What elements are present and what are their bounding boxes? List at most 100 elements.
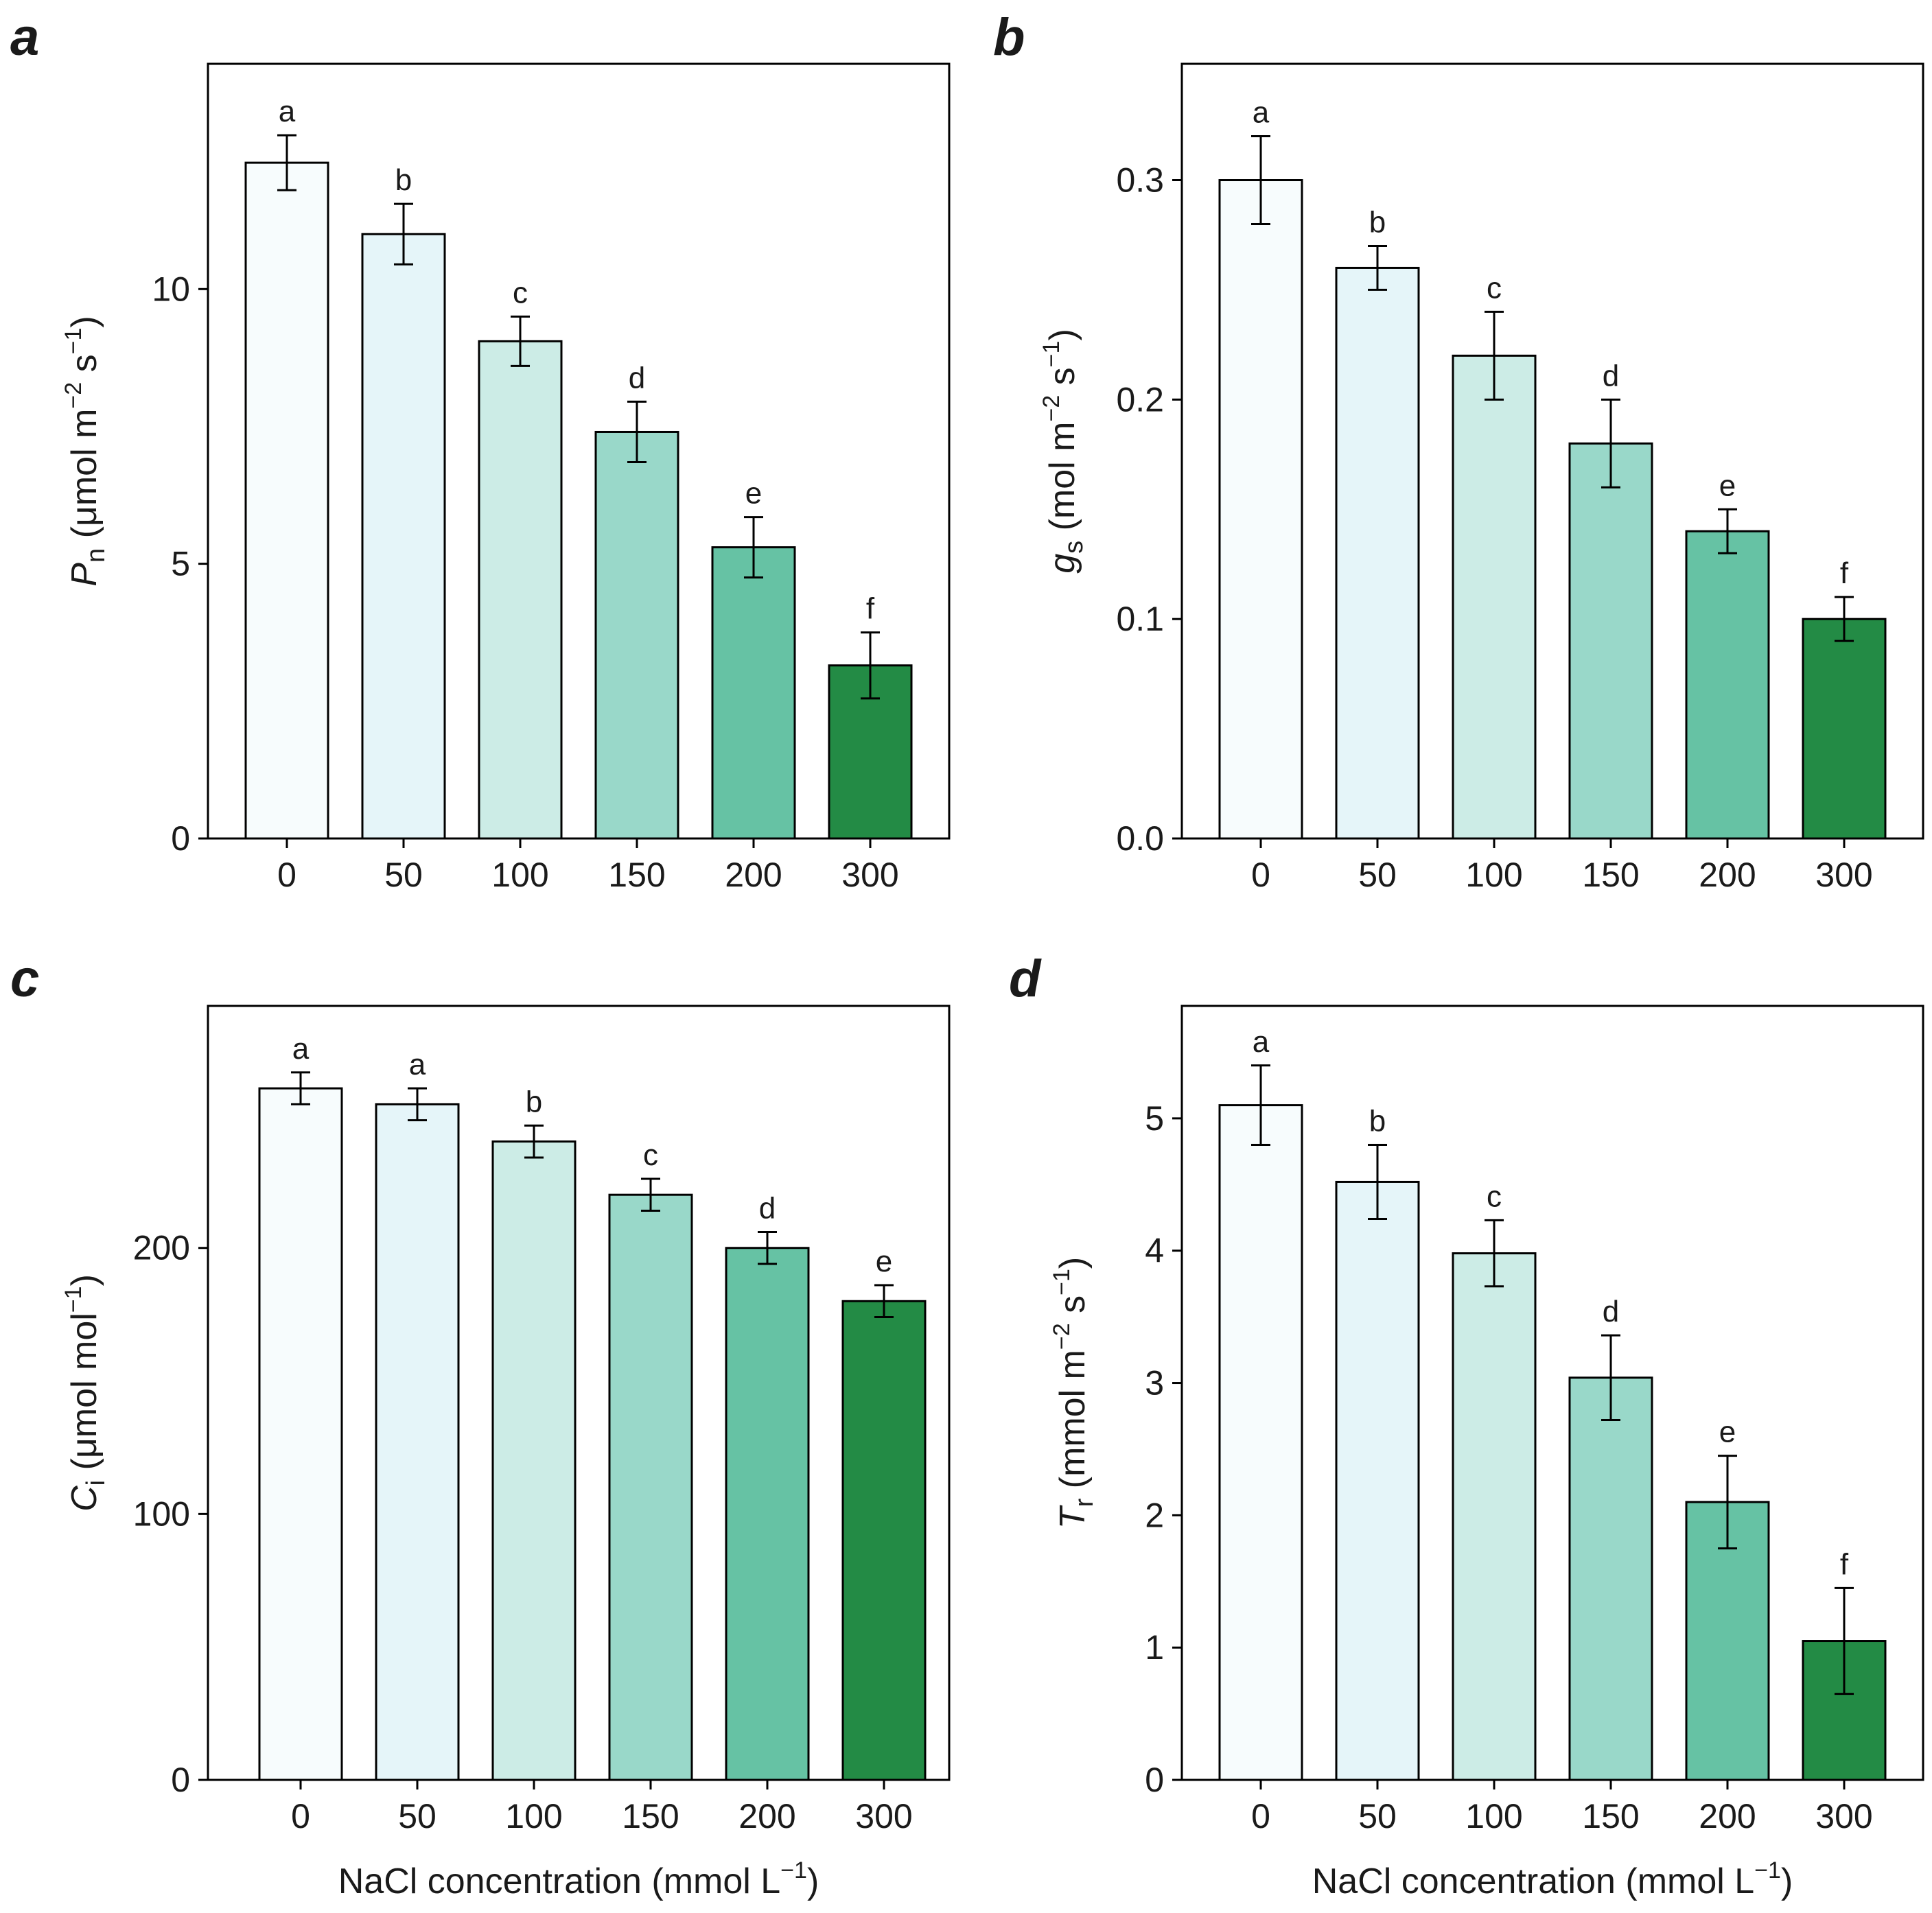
bar-c-150: [608, 1193, 693, 1781]
bar-d-150: [1568, 1376, 1653, 1781]
sig-label-b-300: f: [1840, 556, 1849, 590]
bar-d-50: [1335, 1180, 1420, 1781]
bar-c-300: [841, 1300, 927, 1781]
x-tick-label-b-50: 50: [1358, 856, 1397, 894]
y-axis-symbol-c: C: [65, 1486, 104, 1512]
y-tick-label-d-0: 0: [1145, 1761, 1164, 1799]
bar-d-0: [1218, 1104, 1303, 1781]
y-tick-label-a-2: 10: [152, 270, 190, 308]
sig-label-c-100: b: [526, 1085, 542, 1118]
bar-d-100: [1452, 1252, 1537, 1781]
y-axis-unit-mid-a: s: [65, 354, 104, 382]
sig-label-d-150: d: [1603, 1295, 1619, 1328]
x-tick-label-a-200: 200: [725, 856, 782, 894]
x-axis-title-sup-d: −1: [1754, 1857, 1781, 1883]
x-tick-label-b-150: 150: [1582, 856, 1639, 894]
x-tick-label-a-0: 0: [277, 856, 296, 894]
y-axis-sup1-c: −1: [60, 1286, 86, 1313]
x-tick-label-a-50: 50: [384, 856, 423, 894]
y-axis-sup1-d: −2: [1049, 1323, 1075, 1350]
y-axis-unit-b: (mol m: [1043, 422, 1082, 541]
bar-a-50: [361, 233, 446, 840]
x-tick-label-c-200: 200: [738, 1797, 795, 1835]
y-tick-label-d-4: 4: [1145, 1232, 1164, 1270]
x-tick-label-b-100: 100: [1465, 856, 1522, 894]
sig-label-b-150: d: [1603, 359, 1619, 392]
x-tick-label-c-0: 0: [291, 1797, 310, 1835]
y-tick-label-b-3: 0.3: [1116, 161, 1164, 200]
y-tick-label-c-0: 0: [171, 1761, 190, 1799]
x-axis-title-tail-d: ): [1781, 1862, 1793, 1901]
x-axis-title-text-d: NaCl concentration (mmol L: [1312, 1862, 1754, 1901]
sig-label-b-50: b: [1369, 205, 1386, 239]
y-axis-title-c: Ci (μmol mol−1): [60, 1274, 110, 1512]
sig-label-b-0: a: [1253, 96, 1270, 130]
sig-label-d-100: c: [1487, 1180, 1502, 1213]
panel-letter-c: c: [10, 950, 39, 1008]
x-axis-title-c: NaCl concentration (mmol L−1): [338, 1857, 819, 1901]
plot-frame-c: [207, 1005, 951, 1781]
y-axis-subscript-a: n: [82, 548, 110, 563]
x-tick-label-a-300: 300: [841, 856, 898, 894]
bar-c-50: [375, 1103, 460, 1781]
y-axis-sup1-b: −2: [1038, 395, 1064, 422]
y-tick-label-d-1: 1: [1145, 1628, 1164, 1667]
sig-label-d-200: e: [1719, 1416, 1736, 1449]
bar-b-50: [1335, 266, 1420, 840]
x-tick-label-c-300: 300: [855, 1797, 912, 1835]
panel-letter-d: d: [1009, 950, 1042, 1008]
x-tick-label-c-50: 50: [398, 1797, 437, 1835]
y-axis-subscript-c: i: [82, 1480, 110, 1486]
y-axis-tail-d: ): [1053, 1257, 1093, 1269]
y-tick-label-d-3: 3: [1145, 1364, 1164, 1403]
y-tick-label-b-2: 0.2: [1116, 380, 1164, 419]
bar-b-200: [1685, 530, 1770, 840]
sig-label-c-300: e: [876, 1245, 892, 1278]
panel-c: c a 0 a 50 b 100 c 150 d 200 e 300 0 100 200 Ci (μmol mo…: [10, 950, 951, 1901]
bar-c-200: [725, 1247, 810, 1781]
panel-d: d a 0 b 50 c 100 d 150 e 200 f 300 0 1 2 3 4 5 Tr (mmol m−2…: [1009, 950, 1924, 1901]
y-axis-symbol-d: T: [1053, 1505, 1093, 1529]
panel-letter-a: a: [10, 8, 39, 67]
plot-frame-a: [207, 62, 951, 840]
x-tick-label-d-0: 0: [1251, 1797, 1270, 1835]
bar-b-0: [1218, 179, 1303, 840]
bar-c-0: [258, 1087, 343, 1781]
y-axis-tail-b: ): [1043, 329, 1082, 340]
y-axis-tail-a: ): [65, 316, 104, 327]
x-axis-title-sup-c: −1: [780, 1857, 807, 1883]
y-axis-unit-c: (μmol mol: [65, 1313, 104, 1480]
y-axis-unit-mid-d: s: [1053, 1295, 1093, 1323]
bar-a-0: [244, 161, 329, 840]
sig-label-d-300: f: [1840, 1547, 1849, 1581]
y-axis-sup2-a: −1: [60, 328, 86, 355]
panel-a: a a 0 b 50 c 100 d 150 e 200 f 300 0 5 10 Pn (μmol m−2 s…: [10, 8, 951, 894]
y-tick-label-b-1: 0.1: [1116, 600, 1164, 638]
panel-letter-b: b: [993, 8, 1025, 67]
x-tick-label-b-0: 0: [1251, 856, 1270, 894]
y-axis-unit-mid-b: s: [1043, 367, 1082, 395]
y-tick-label-a-0: 0: [171, 819, 190, 858]
sig-label-a-150: d: [629, 361, 645, 395]
y-tick-label-a-1: 5: [171, 545, 190, 583]
x-tick-label-c-150: 150: [622, 1797, 679, 1835]
bar-c-100: [491, 1140, 577, 1781]
x-tick-label-d-200: 200: [1699, 1797, 1756, 1835]
y-axis-sup2-d: −1: [1049, 1269, 1075, 1295]
y-axis-sup1-a: −2: [60, 382, 86, 409]
sig-label-c-200: d: [759, 1191, 776, 1225]
bar-a-200: [711, 546, 796, 840]
bar-b-100: [1452, 354, 1537, 840]
x-tick-label-c-100: 100: [505, 1797, 562, 1835]
x-tick-label-d-100: 100: [1465, 1797, 1522, 1835]
sig-label-b-100: c: [1487, 271, 1502, 305]
sig-label-c-150: c: [643, 1138, 658, 1172]
bar-a-150: [594, 430, 679, 840]
y-tick-label-b-0: 0.0: [1116, 819, 1164, 858]
y-axis-title-b: gs (mol m−2 s−1): [1038, 329, 1089, 574]
bar-a-100: [478, 340, 563, 840]
sig-label-a-0: a: [279, 95, 296, 128]
y-axis-symbol-b: g: [1043, 554, 1082, 574]
sig-label-c-0: a: [292, 1032, 310, 1066]
